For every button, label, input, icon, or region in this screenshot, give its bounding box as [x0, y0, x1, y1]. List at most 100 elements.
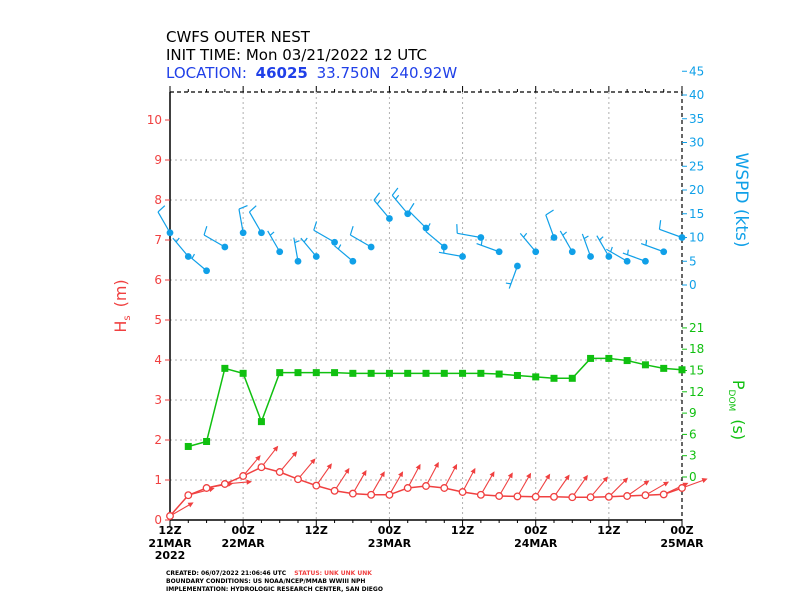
wind-barb-staff	[172, 237, 189, 257]
wspd-point	[221, 243, 229, 251]
wind-barb-staff	[640, 242, 664, 253]
wspd-axis-title: WSPD (kts)	[731, 153, 751, 248]
wind-barb-staff	[373, 199, 390, 219]
wspd-tick-label: 25	[689, 159, 704, 173]
tp-point	[587, 354, 595, 362]
footer-created: CREATED: 06/07/2022 21:06:46 UTC	[166, 570, 287, 577]
hs-point	[294, 475, 302, 484]
wspd-tick-label: 0	[689, 278, 697, 292]
x-tick-label-time: 12Z	[305, 524, 328, 537]
hs-tick-label: 10	[147, 113, 162, 127]
x-tick-label-time: 00Z	[378, 524, 401, 537]
tp-point	[605, 354, 613, 362]
wind-barb-staff	[581, 233, 592, 257]
tp-point	[385, 369, 393, 377]
x-tick-label-time: 12Z	[158, 524, 181, 537]
tp-point	[203, 438, 211, 445]
wspd-point	[294, 257, 302, 265]
wave-direction-arrowhead	[470, 467, 476, 474]
wind-barb-staff	[300, 237, 317, 257]
wave-direction-arrow	[279, 451, 297, 473]
wspd-point	[258, 229, 265, 237]
wind-barb-staff	[350, 234, 372, 248]
hs-point	[184, 491, 193, 500]
tp-point	[568, 374, 576, 382]
wspd-point	[605, 253, 613, 260]
wspd-point	[422, 224, 430, 232]
wave-direction-arrowhead	[291, 451, 298, 457]
tp-point	[495, 370, 503, 378]
tp-tick-label: 21	[689, 321, 704, 335]
wave-direction-arrowhead	[272, 445, 279, 452]
tp-point	[678, 366, 686, 374]
wave-direction-arrow	[626, 480, 649, 497]
wspd-point	[331, 238, 338, 246]
wspd-tick-label: 45	[689, 64, 704, 78]
tp-tick-label: 6	[689, 427, 697, 441]
wave-direction-arrow	[480, 472, 495, 496]
wind-barb-half-feather	[395, 194, 400, 200]
hs-tick-label: 2	[154, 433, 162, 447]
wind-barb-feather	[545, 209, 554, 216]
x-tick-label-time: 00Z	[231, 524, 254, 537]
wspd-point	[660, 248, 668, 256]
wave-direction-arrowhead	[310, 458, 316, 465]
wave-direction-arrowhead	[398, 471, 404, 478]
wind-barbs	[157, 187, 683, 289]
wind-barb-half-feather	[610, 246, 613, 252]
hs-point	[568, 493, 577, 502]
wave-direction-arrowhead	[246, 479, 253, 485]
wave-direction-arrow	[224, 481, 251, 485]
tp-point	[312, 369, 320, 377]
wind-barb-staff	[408, 210, 427, 229]
chart-title: CWFS OUTER NEST	[166, 28, 310, 46]
wspd-tick-label: 30	[689, 136, 704, 150]
tp-point	[422, 369, 430, 377]
wind-barb-staff	[659, 228, 683, 239]
wave-direction-arrowhead	[255, 455, 261, 461]
tp-point	[257, 418, 265, 426]
wave-direction-arrowhead	[489, 471, 495, 478]
hs-tick-label: 4	[154, 353, 162, 367]
x-tick-label-date: 25MAR	[660, 537, 704, 550]
wspd-point	[678, 234, 686, 241]
wave-direction-arrow	[571, 475, 588, 498]
hs-tick-label: 3	[154, 393, 162, 407]
wind-barb-half-feather	[505, 282, 512, 285]
tp-point	[550, 374, 558, 382]
wave-direction-arrow	[535, 474, 550, 498]
wspd-tick-label: 5	[689, 254, 697, 268]
wave-direction-arrow	[681, 478, 707, 489]
wind-barb-staff	[508, 265, 518, 289]
wind-barb-staff	[596, 235, 610, 257]
x-tick-label-year: 2022	[155, 549, 186, 562]
wind-barb-staff	[476, 242, 500, 253]
hs-axis-title-sub: s	[122, 315, 133, 320]
tp-tick-label: 3	[689, 449, 697, 463]
wspd-point	[404, 210, 412, 218]
tp-axis-title: PDOM (s)	[726, 380, 748, 440]
hs-axis-title-unit: (m)	[111, 279, 130, 307]
station-id: 46025	[255, 64, 308, 82]
x-tick-label-time: 12Z	[451, 524, 474, 537]
wspd-point	[514, 262, 521, 270]
hs-point	[495, 492, 504, 500]
tp-point	[459, 369, 467, 377]
hs-point	[641, 491, 650, 500]
wave-direction-arrow	[608, 478, 628, 498]
tp-point	[477, 369, 485, 377]
hs-point	[348, 489, 357, 498]
wspd-point	[495, 248, 503, 256]
tp-point	[239, 369, 247, 377]
tp-point	[221, 364, 229, 372]
tp-point	[641, 361, 649, 369]
hs-point	[531, 492, 540, 501]
wave-direction-arrow	[297, 458, 316, 480]
hs-point	[604, 492, 613, 501]
wave-direction-arrow	[553, 475, 570, 498]
tp-point	[532, 373, 540, 381]
hs-point	[257, 463, 266, 472]
footer-created-line: CREATED: 06/07/2022 21:06:46 UTC STATUS:…	[166, 570, 383, 578]
wspd-point	[477, 234, 485, 241]
x-tick-label-date: 21MAR	[148, 537, 192, 550]
